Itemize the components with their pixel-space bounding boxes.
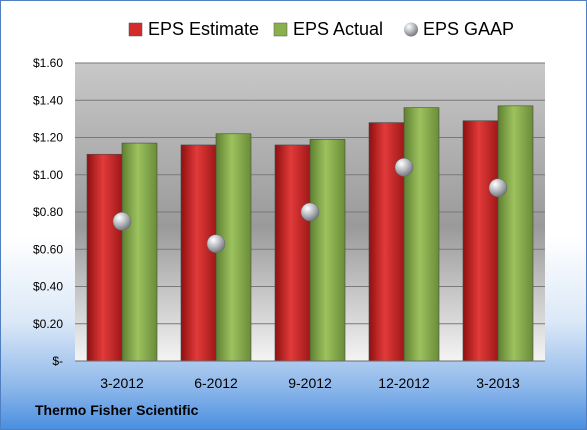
y-tick-label: $0.80 bbox=[33, 205, 63, 219]
y-tick-label: $0.60 bbox=[33, 242, 63, 256]
bar-eps-estimate bbox=[462, 120, 499, 362]
bar-eps-estimate bbox=[274, 144, 311, 362]
x-tick-label: 12-2012 bbox=[378, 375, 430, 391]
bar-eps-estimate bbox=[86, 153, 123, 362]
y-tick-label: $0.40 bbox=[33, 280, 63, 294]
x-axis: 3-2012 6-2012 9-2012 12-2012 3-2013 bbox=[75, 360, 545, 391]
y-axis: $- $0.20 $0.40 $0.60 $0.80 $1.00 $1.20 $1.40 $1.… bbox=[33, 56, 63, 368]
y-tick-label: $1.60 bbox=[33, 56, 63, 70]
bar-eps-estimate bbox=[180, 144, 217, 362]
y-tick-label: $- bbox=[52, 354, 63, 368]
gaap-marker bbox=[300, 202, 320, 222]
x-tick-label: 9-2012 bbox=[288, 375, 332, 391]
bar-eps-estimate bbox=[368, 122, 405, 362]
bar-eps-actual bbox=[121, 142, 158, 362]
bar-eps-actual bbox=[497, 105, 534, 362]
legend-label: EPS GAAP bbox=[423, 19, 514, 39]
gaap-marker bbox=[206, 234, 226, 253]
bars bbox=[86, 105, 534, 362]
y-tick-label: $1.20 bbox=[33, 131, 63, 145]
y-tick-label: $1.40 bbox=[33, 93, 63, 107]
x-tick-label: 6-2012 bbox=[194, 375, 238, 391]
legend-swatch bbox=[128, 22, 143, 37]
legend-label: EPS Actual bbox=[293, 19, 383, 39]
x-tick-label: 3-2012 bbox=[100, 375, 144, 391]
legend: EPS Estimate EPS Actual EPS GAAP bbox=[128, 19, 514, 39]
gaap-markers bbox=[112, 158, 508, 253]
legend-swatch bbox=[404, 22, 418, 37]
gaap-marker bbox=[394, 158, 414, 177]
legend-label: EPS Estimate bbox=[148, 19, 259, 39]
company-name: Thermo Fisher Scientific bbox=[35, 402, 199, 418]
x-tick-label: 3-2013 bbox=[476, 375, 520, 391]
y-tick-label: $1.00 bbox=[33, 168, 63, 182]
legend-swatch bbox=[273, 22, 288, 37]
bar-eps-actual bbox=[403, 107, 440, 362]
gaap-marker bbox=[112, 212, 132, 231]
y-tick-label: $0.20 bbox=[33, 317, 63, 331]
gaap-marker bbox=[488, 178, 508, 198]
bar-eps-actual bbox=[309, 139, 346, 362]
